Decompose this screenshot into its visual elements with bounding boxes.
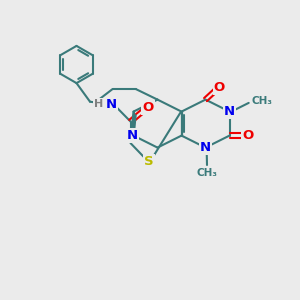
Text: H: H — [94, 99, 103, 109]
Text: O: O — [142, 101, 154, 114]
Text: N: N — [200, 141, 211, 154]
Text: N: N — [126, 129, 138, 142]
Text: N: N — [105, 98, 117, 111]
Text: CH₃: CH₃ — [196, 168, 218, 178]
Text: S: S — [144, 155, 154, 168]
Text: O: O — [242, 129, 254, 142]
Text: CH₃: CH₃ — [252, 96, 273, 106]
Text: O: O — [214, 81, 225, 94]
Text: N: N — [224, 105, 235, 118]
